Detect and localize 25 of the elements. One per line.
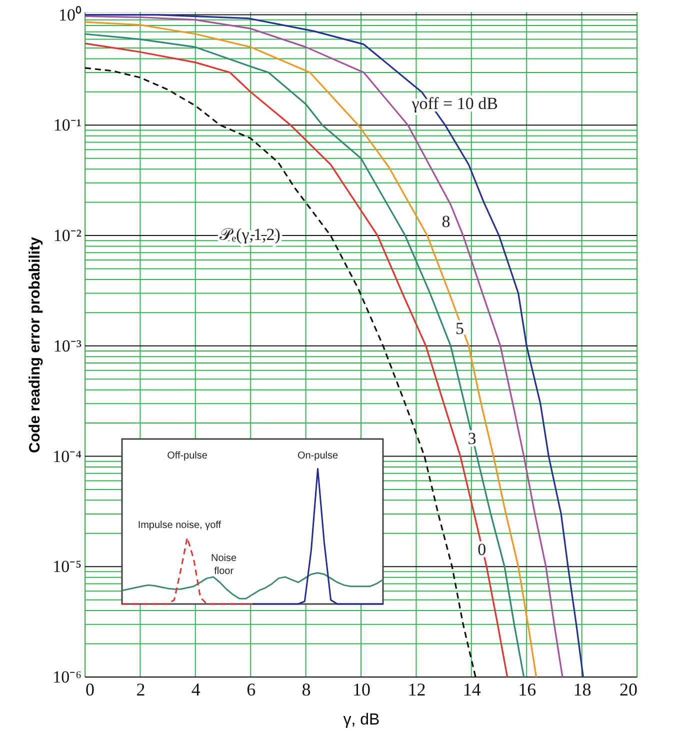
y-tick-label: 10⁻⁶ [52, 668, 82, 686]
annotation: On-pulse [297, 450, 338, 462]
x-tick-label: 8 [302, 680, 311, 700]
y-tick-label: 10⁰ [58, 5, 82, 24]
annotation: Noise floor [211, 552, 238, 577]
annotation: Impulse noise, γoff [138, 520, 222, 531]
x-tick-label: 6 [246, 680, 256, 700]
x-tick-label: 10 [352, 680, 370, 700]
annotation: 8 [442, 212, 450, 232]
x-tick-label: 0 [86, 680, 94, 700]
x-tick-label: 20 [620, 680, 638, 700]
x-tick-label: 16 [518, 680, 536, 700]
y-tick-label: 10⁻² [53, 226, 82, 246]
x-axis-title: γ, dB [343, 712, 380, 728]
y-tick-label: 10⁻⁴ [52, 446, 82, 466]
x-tick-label: 4 [191, 680, 200, 700]
x-tick-label: 18 [573, 680, 592, 700]
x-tick-label: 2 [136, 680, 146, 700]
x-tick-label: 12 [408, 680, 426, 700]
y-tick-label: 10⁻⁵ [52, 557, 82, 576]
y-tick-label: 10⁻¹ [53, 116, 82, 135]
x-tick-label: 14 [462, 680, 481, 700]
y-axis-title: Code reading error probability [26, 236, 44, 453]
annotation: Off-pulse [167, 450, 208, 462]
y-tick-label: 10⁻³ [53, 336, 82, 356]
